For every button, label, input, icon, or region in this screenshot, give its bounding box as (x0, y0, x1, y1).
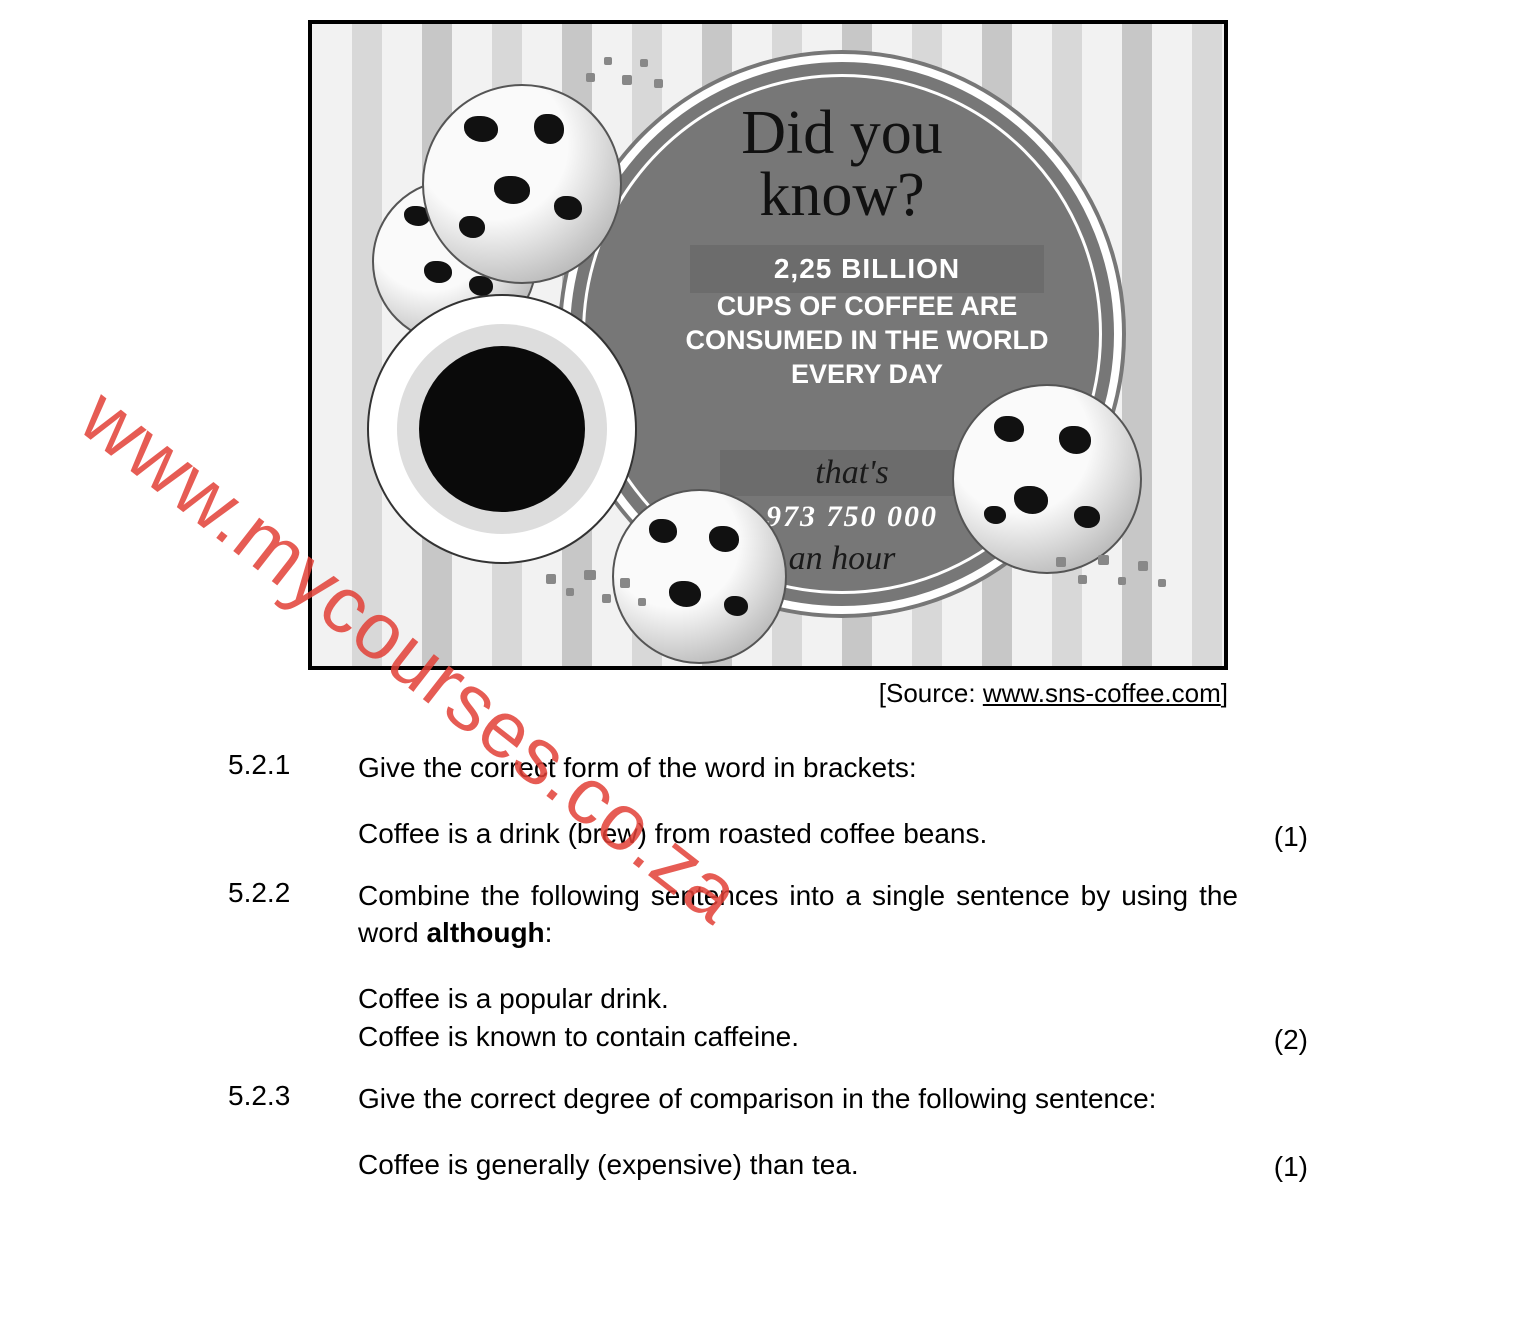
source-link[interactable]: www.sns-coffee.com (983, 678, 1221, 708)
body-text: CUPS OF COFFEE ARE CONSUMED IN THE WORLD… (680, 290, 1054, 391)
crumbs-icon (542, 564, 662, 624)
questions-block: 5.2.1 Give the correct form of the word … (228, 749, 1308, 1183)
question-number: 5.2.3 (228, 1080, 358, 1112)
cookie-icon (422, 84, 622, 284)
infographic-frame: Did you know? 2,25 BILLION CUPS OF COFFE… (308, 20, 1228, 670)
question-row: 5.2.3 Give the correct degree of compari… (228, 1080, 1308, 1184)
question-line: Coffee is a drink (brew) from roasted co… (358, 815, 1238, 853)
question-line: Coffee is generally (expensive) than tea… (358, 1146, 1238, 1184)
source-prefix: [Source: (879, 678, 983, 708)
heading: Did you know? (570, 102, 1114, 226)
source-citation: [Source: www.sns-coffee.com] (308, 678, 1228, 709)
question-number: 5.2.1 (228, 749, 358, 781)
question-marks: (2) (1238, 1024, 1308, 1056)
question-line: Coffee is a popular drink. (358, 980, 1238, 1018)
question-body: Combine the following sentences into a s… (358, 877, 1238, 1056)
question-marks: (1) (1238, 821, 1308, 853)
heading-line1: Did you (741, 99, 943, 167)
question-body: Give the correct degree of comparison in… (358, 1080, 1238, 1184)
question-body: Give the correct form of the word in bra… (358, 749, 1238, 853)
thats-label: that's (720, 450, 984, 496)
coffee-cup-icon (367, 294, 637, 564)
question-prompt: Give the correct degree of comparison in… (358, 1080, 1238, 1118)
question-line: Coffee is known to contain caffeine. (358, 1018, 1238, 1056)
question-prompt: Combine the following sentences into a s… (358, 877, 1238, 953)
question-row: 5.2.1 Give the correct form of the word … (228, 749, 1308, 853)
cookie-icon (952, 384, 1142, 574)
question-row: 5.2.2 Combine the following sentences in… (228, 877, 1308, 1056)
question-prompt: Give the correct form of the word in bra… (358, 749, 1238, 787)
stat-badge: 2,25 BILLION (690, 245, 1044, 293)
crumbs-icon (1052, 549, 1182, 609)
question-number: 5.2.2 (228, 877, 358, 909)
source-suffix: ] (1221, 678, 1228, 708)
crumbs-icon (582, 49, 672, 99)
question-marks: (1) (1238, 1151, 1308, 1183)
heading-line2: know? (570, 164, 1114, 226)
